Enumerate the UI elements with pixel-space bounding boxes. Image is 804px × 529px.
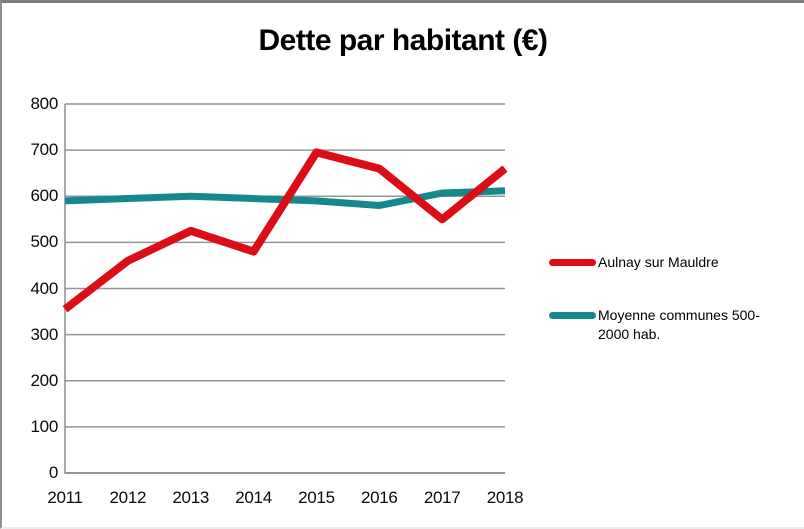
y-tick-label: 0 (48, 463, 58, 482)
x-tick-label: 2016 (360, 488, 398, 507)
x-tick-label: 2013 (172, 488, 210, 507)
y-tick-label: 600 (30, 186, 59, 206)
legend-swatch (549, 259, 596, 266)
plot-area (62, 103, 508, 474)
legend-item: Moyenne communes 500-2000 hab. (549, 306, 770, 344)
chart-title: Dette par habitant (€) (258, 24, 548, 57)
y-tick-label: 300 (30, 324, 59, 344)
x-tick-label: 2014 (235, 488, 272, 507)
y-tick-label: 100 (30, 416, 59, 436)
y-tick-label: 800 (30, 94, 59, 113)
x-tick-label: 2011 (47, 488, 83, 507)
x-tick-label: 2017 (423, 488, 461, 507)
y-tick-label: 500 (30, 232, 59, 252)
legend-item: Aulnay sur Mauldre (549, 253, 719, 272)
y-tick-label: 200 (30, 370, 59, 390)
legend-label: Moyenne communes 500-2000 hab. (598, 307, 760, 342)
y-tick-label: 700 (30, 140, 59, 160)
x-tick-label: 2018 (486, 488, 524, 507)
x-tick-label: 2015 (298, 488, 335, 507)
legend-swatch (549, 312, 596, 319)
x-tick-label: 2012 (109, 488, 147, 507)
y-tick-label: 400 (30, 278, 59, 298)
legend-label: Aulnay sur Mauldre (598, 254, 719, 270)
series-line-aulnay-sur-mauldre (62, 148, 508, 313)
